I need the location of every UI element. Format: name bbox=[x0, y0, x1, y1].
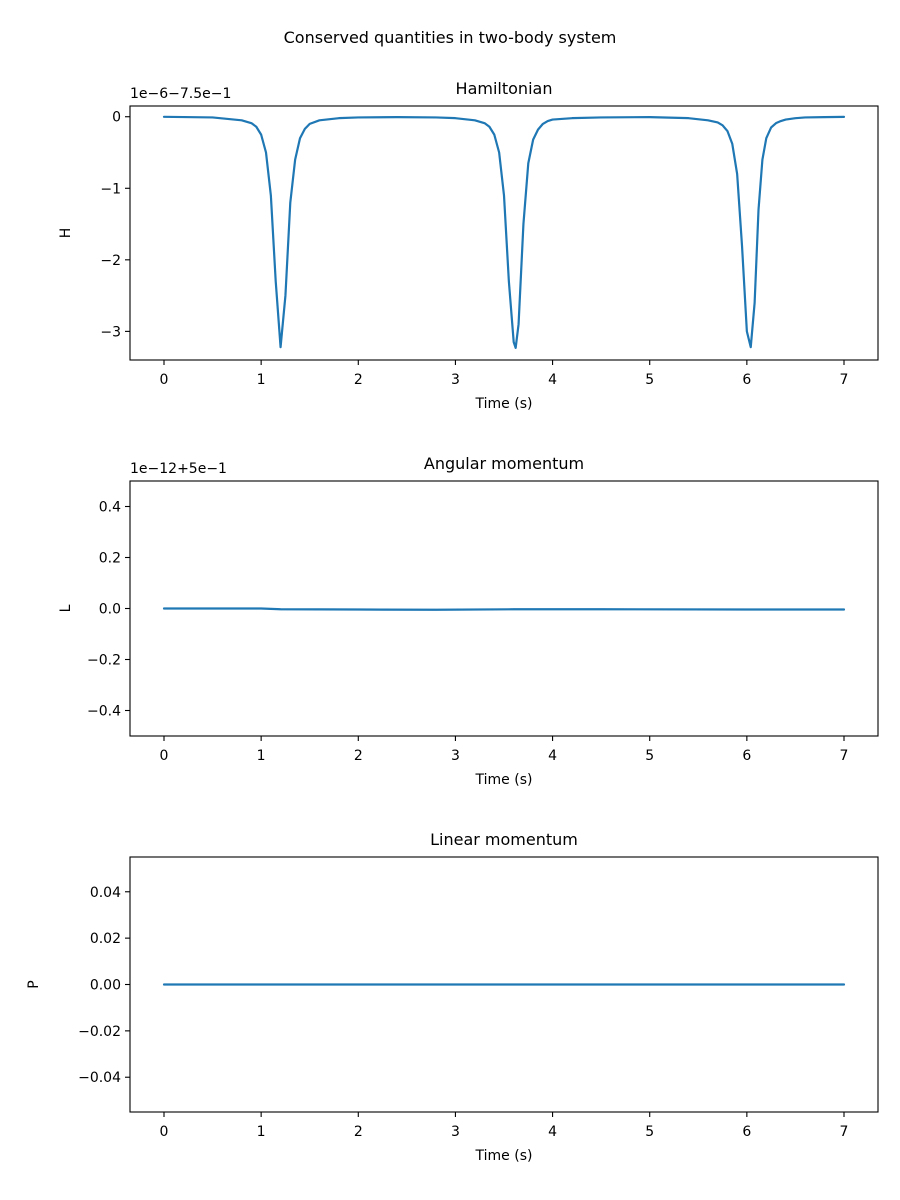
linear-momentum-x-tick-label: 2 bbox=[354, 1124, 363, 1140]
linear-momentum-x-tick-label: 6 bbox=[742, 1124, 751, 1140]
angular-momentum-title: Angular momentum bbox=[424, 454, 584, 473]
angular-momentum-x-axis-label: Time (s) bbox=[475, 772, 533, 788]
angular-momentum-x-tick-label: 4 bbox=[548, 748, 557, 764]
figure-suptitle: Conserved quantities in two-body system bbox=[284, 28, 617, 47]
angular-momentum-x-tick-label: 5 bbox=[645, 748, 654, 764]
hamiltonian-title: Hamiltonian bbox=[456, 79, 553, 98]
hamiltonian-x-tick-label: 4 bbox=[548, 372, 557, 388]
hamiltonian-x-tick-label: 5 bbox=[645, 372, 654, 388]
subplots: 0 1 2 3 4 5 6 7 0 −1 −2 −3 Hamiltonian Time (s) H 1e−6−… bbox=[26, 79, 879, 1164]
hamiltonian-y-tick-label: 0 bbox=[112, 110, 121, 126]
linear-momentum-title: Linear momentum bbox=[430, 830, 578, 849]
linear-momentum-y-tick-label: 0.02 bbox=[90, 931, 121, 947]
angular-momentum-series-line bbox=[162, 607, 846, 611]
linear-momentum-y-tick-label: 0.04 bbox=[90, 885, 121, 901]
hamiltonian-x-axis-label: Time (s) bbox=[475, 396, 533, 412]
hamiltonian-x-tick-label: 0 bbox=[160, 372, 169, 388]
angular-momentum-x-tick-label: 7 bbox=[840, 748, 849, 764]
hamiltonian-y-tick-label: −1 bbox=[100, 181, 121, 197]
angular-momentum-x-tick-label: 0 bbox=[160, 748, 169, 764]
linear-momentum-y-tick-label: −0.04 bbox=[78, 1070, 121, 1086]
hamiltonian-x-tick-label: 1 bbox=[257, 372, 266, 388]
linear-momentum-x-tick-label: 1 bbox=[257, 1124, 266, 1140]
angular-momentum-y-tick-label: −0.2 bbox=[87, 653, 121, 669]
hamiltonian-x-tick-label: 6 bbox=[742, 372, 751, 388]
hamiltonian-offset-text: 1e−6−7.5e−1 bbox=[130, 86, 231, 102]
angular-momentum-offset-text: 1e−12+5e−1 bbox=[130, 461, 227, 477]
linear-momentum-x-tick-label: 4 bbox=[548, 1124, 557, 1140]
linear-momentum-x-axis-label: Time (s) bbox=[475, 1148, 533, 1164]
linear-momentum-x-tick-label: 5 bbox=[645, 1124, 654, 1140]
hamiltonian-y-tick-label: −3 bbox=[100, 324, 121, 340]
angular-momentum-x-tick-label: 2 bbox=[354, 748, 363, 764]
hamiltonian-y-axis-label: H bbox=[58, 228, 74, 239]
hamiltonian-axes-frame bbox=[129, 105, 879, 361]
angular-momentum-y-tick-label: 0.4 bbox=[99, 500, 121, 516]
angular-momentum-x-tick-label: 1 bbox=[257, 748, 266, 764]
angular-momentum-y-axis-label: L bbox=[58, 604, 74, 612]
linear-momentum-y-tick-label: −0.02 bbox=[78, 1024, 121, 1040]
hamiltonian-y-tick-label: −2 bbox=[100, 253, 121, 269]
linear-momentum-x-tick-label: 7 bbox=[840, 1124, 849, 1140]
angular-momentum-x-tick-label: 3 bbox=[451, 748, 460, 764]
linear-momentum-y-tick-label: 0.00 bbox=[90, 978, 121, 994]
linear-momentum-x-tick-label: 3 bbox=[451, 1124, 460, 1140]
angular-momentum-y-tick-label: −0.4 bbox=[87, 704, 121, 720]
linear-momentum-y-axis-label: P bbox=[26, 980, 42, 988]
hamiltonian-x-tick-label: 7 bbox=[840, 372, 849, 388]
angular-momentum-y-tick-label: 0.2 bbox=[99, 551, 121, 567]
linear-momentum-x-tick-label: 0 bbox=[160, 1124, 169, 1140]
hamiltonian-x-tick-label: 3 bbox=[451, 372, 460, 388]
angular-momentum-y-tick-label: 0.0 bbox=[99, 602, 121, 618]
subplot-hamiltonian: 0 1 2 3 4 5 6 7 0 −1 −2 −3 Hamiltonian Time (s) H 1e−6−… bbox=[58, 79, 879, 412]
hamiltonian-series-line bbox=[162, 115, 846, 349]
subplot-angular-momentum: 0 1 2 3 4 5 6 7 0.4 0.2 0.0 −0.2 −0.4 Angular momentu… bbox=[58, 454, 879, 788]
angular-momentum-x-tick-label: 6 bbox=[742, 748, 751, 764]
subplot-linear-momentum: 0 1 2 3 4 5 6 7 0.04 0.02 0.00 −0.02 −0.04 Linear mom… bbox=[26, 830, 879, 1164]
hamiltonian-x-tick-label: 2 bbox=[354, 372, 363, 388]
